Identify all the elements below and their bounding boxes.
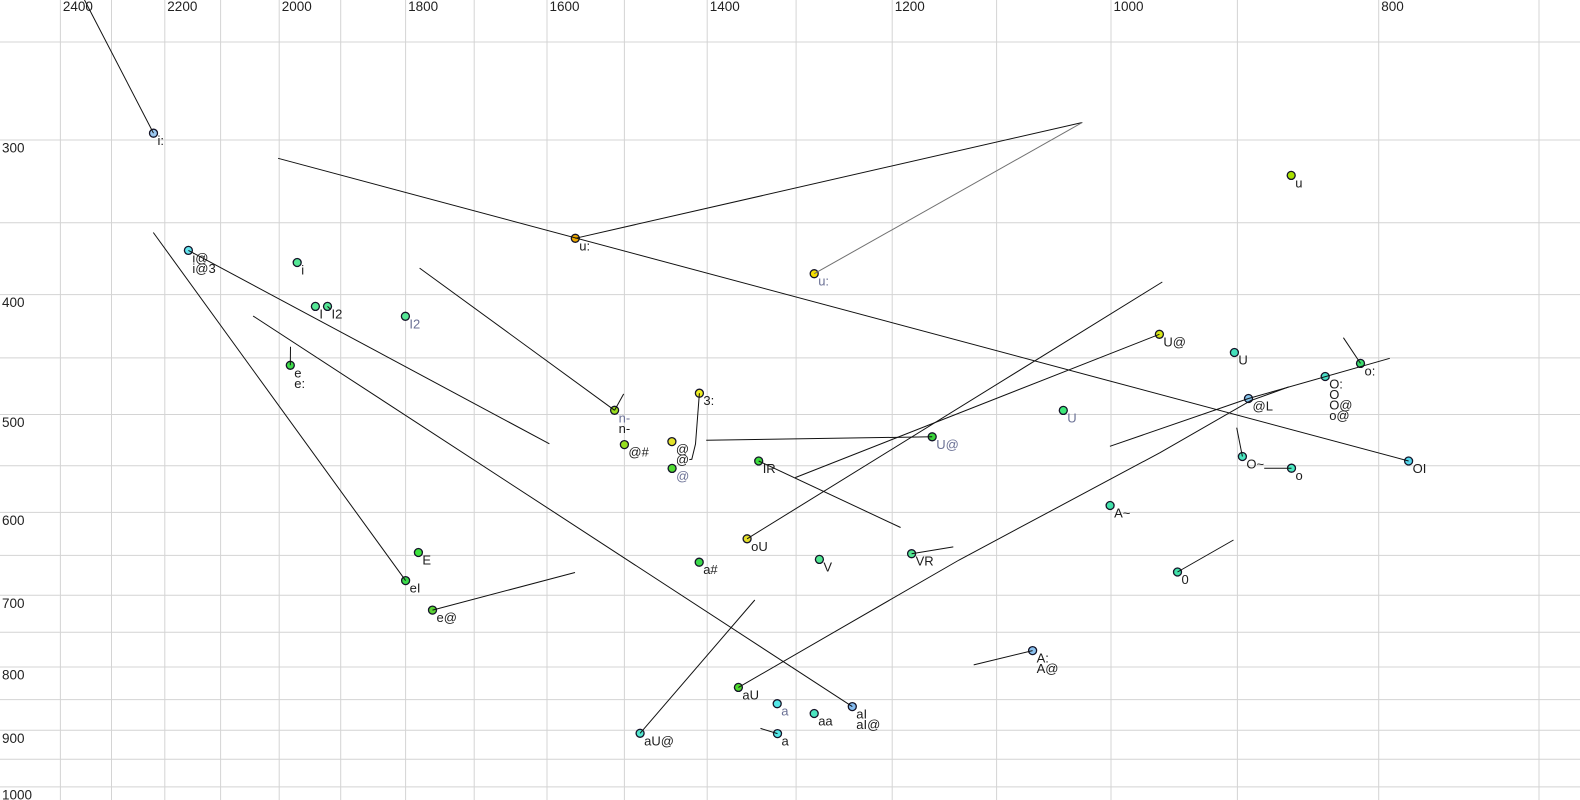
svg-text:aI@: aI@ xyxy=(856,717,880,732)
svg-text:o@: o@ xyxy=(1329,408,1349,423)
svg-text:500: 500 xyxy=(2,415,25,430)
svg-text:V: V xyxy=(823,559,832,574)
svg-text:VR: VR xyxy=(916,554,934,569)
svg-text:e@: e@ xyxy=(437,610,457,625)
svg-text:e:: e: xyxy=(294,376,305,391)
svg-text:I: I xyxy=(319,306,323,321)
svg-text:3:: 3: xyxy=(703,393,714,408)
svg-text:1600: 1600 xyxy=(550,0,580,14)
svg-text:700: 700 xyxy=(2,596,25,611)
svg-text:a: a xyxy=(781,704,789,719)
svg-text:2400: 2400 xyxy=(63,0,93,14)
svg-text:O@: O@ xyxy=(1329,398,1352,413)
svg-text:E: E xyxy=(422,553,431,568)
svg-text:o:: o: xyxy=(1365,363,1376,378)
svg-text:aU@: aU@ xyxy=(644,733,674,748)
svg-text:aU: aU xyxy=(742,687,759,702)
svg-text:1000: 1000 xyxy=(1114,0,1144,14)
svg-text:1200: 1200 xyxy=(895,0,925,14)
svg-text:600: 600 xyxy=(2,513,25,528)
svg-text:1400: 1400 xyxy=(710,0,740,14)
svg-text:U: U xyxy=(1238,353,1247,368)
svg-text:oU: oU xyxy=(751,539,768,554)
svg-text:@: @ xyxy=(676,468,689,483)
svg-text:O~: O~ xyxy=(1246,457,1264,472)
svg-text:800: 800 xyxy=(2,668,25,683)
svg-text:a: a xyxy=(782,734,790,749)
svg-text:800: 800 xyxy=(1381,0,1404,14)
svg-text:OI: OI xyxy=(1413,461,1427,476)
svg-text:@#: @# xyxy=(628,445,649,460)
svg-text:U@: U@ xyxy=(1163,334,1186,349)
svg-text:i: i xyxy=(301,263,304,278)
svg-text:i@3: i@3 xyxy=(192,261,215,276)
svg-text:A~: A~ xyxy=(1114,506,1131,521)
svg-text:O:: O: xyxy=(1329,377,1343,392)
svg-text:o: o xyxy=(1296,468,1303,483)
svg-text:2000: 2000 xyxy=(282,0,312,14)
svg-text:n-: n- xyxy=(619,421,631,436)
svg-text:i:: i: xyxy=(158,133,165,148)
svg-text:a#: a# xyxy=(703,562,718,577)
svg-text:@: @ xyxy=(676,442,689,457)
svg-text:1000: 1000 xyxy=(2,787,32,800)
svg-text:A:: A: xyxy=(1037,651,1049,666)
svg-text:n-: n- xyxy=(619,410,631,425)
svg-text:900: 900 xyxy=(2,731,25,746)
svg-text:1800: 1800 xyxy=(408,0,438,14)
svg-text:400: 400 xyxy=(2,295,25,310)
svg-text:@L: @L xyxy=(1253,399,1273,414)
svg-text:U: U xyxy=(1067,410,1076,425)
svg-text:IR: IR xyxy=(763,461,776,476)
svg-text:u:: u: xyxy=(579,238,590,253)
svg-text:u: u xyxy=(1295,175,1302,190)
svg-text:u:: u: xyxy=(818,274,829,289)
svg-text:U@: U@ xyxy=(936,437,959,452)
svg-text:A@: A@ xyxy=(1037,661,1059,676)
svg-text:300: 300 xyxy=(2,141,25,156)
svg-text:eI: eI xyxy=(410,581,421,596)
svg-text:aI: aI xyxy=(856,707,867,722)
svg-text:2200: 2200 xyxy=(167,0,197,14)
svg-text:aa: aa xyxy=(818,714,833,729)
svg-text:@: @ xyxy=(676,452,689,467)
svg-text:0: 0 xyxy=(1182,572,1189,587)
svg-text:O: O xyxy=(1329,387,1339,402)
svg-text:I2: I2 xyxy=(409,316,420,331)
svg-text:i@: i@ xyxy=(192,250,208,265)
svg-text:e: e xyxy=(294,365,301,380)
svg-text:I2: I2 xyxy=(332,306,343,321)
